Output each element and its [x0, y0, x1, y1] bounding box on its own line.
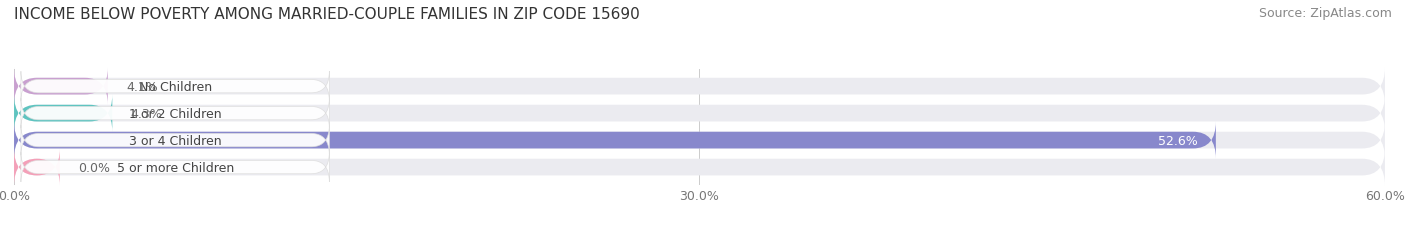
Text: 3 or 4 Children: 3 or 4 Children: [129, 134, 222, 147]
FancyBboxPatch shape: [14, 68, 1385, 105]
FancyBboxPatch shape: [21, 99, 329, 128]
Text: No Children: No Children: [139, 80, 212, 93]
FancyBboxPatch shape: [14, 122, 1216, 159]
FancyBboxPatch shape: [14, 149, 1385, 186]
FancyBboxPatch shape: [14, 95, 1385, 132]
FancyBboxPatch shape: [21, 152, 329, 182]
FancyBboxPatch shape: [14, 122, 1385, 159]
Text: 0.0%: 0.0%: [79, 161, 110, 174]
Text: 4.3%: 4.3%: [131, 107, 162, 120]
FancyBboxPatch shape: [14, 68, 108, 105]
Text: 4.1%: 4.1%: [127, 80, 157, 93]
FancyBboxPatch shape: [14, 149, 60, 186]
FancyBboxPatch shape: [14, 95, 112, 132]
FancyBboxPatch shape: [21, 126, 329, 155]
Text: 52.6%: 52.6%: [1157, 134, 1198, 147]
Text: 5 or more Children: 5 or more Children: [117, 161, 233, 174]
Text: INCOME BELOW POVERTY AMONG MARRIED-COUPLE FAMILIES IN ZIP CODE 15690: INCOME BELOW POVERTY AMONG MARRIED-COUPL…: [14, 7, 640, 22]
FancyBboxPatch shape: [21, 72, 329, 102]
Text: 1 or 2 Children: 1 or 2 Children: [129, 107, 222, 120]
Text: Source: ZipAtlas.com: Source: ZipAtlas.com: [1258, 7, 1392, 20]
